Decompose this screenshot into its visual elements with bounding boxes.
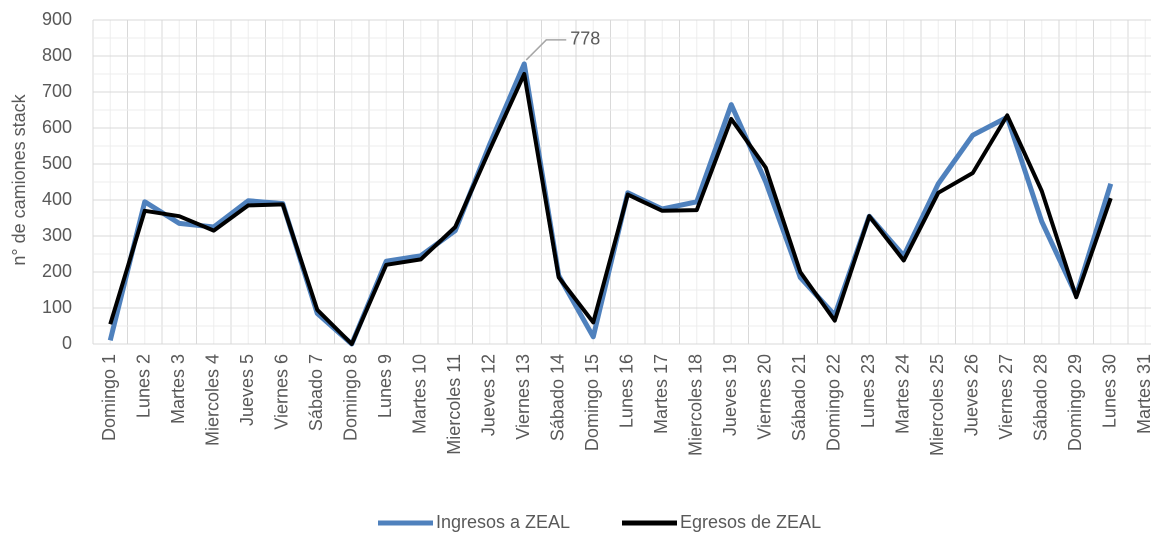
x-tick-label: Sábado 7	[306, 354, 326, 431]
x-tick-label: Domingo 15	[582, 354, 602, 451]
legend-label: Egresos de ZEAL	[680, 512, 821, 532]
x-tick-label: Lunes 23	[858, 354, 878, 428]
y-axis-label: n° de camiones stack	[9, 93, 29, 265]
x-tick-label: Lunes 16	[617, 354, 637, 428]
x-tick-label: Viernes 20	[755, 354, 775, 440]
x-tick-label: Martes 31	[1134, 354, 1151, 434]
x-tick-label: Lunes 30	[1100, 354, 1120, 428]
x-tick-label: Lunes 2	[134, 354, 154, 418]
x-tick-label: Sábado 21	[789, 354, 809, 441]
series-line	[108, 72, 1113, 346]
x-tick-label: Jueves 26	[962, 354, 982, 436]
x-tick-label: Sábado 28	[1031, 354, 1051, 441]
x-tick-label: Miercoles 11	[444, 354, 464, 455]
x-tick-label: Miercoles 18	[686, 354, 706, 456]
x-tick-label: Viernes 13	[513, 354, 533, 440]
y-tick-label: 800	[42, 45, 72, 65]
y-tick-label: 700	[42, 81, 72, 101]
y-tick-label: 300	[42, 225, 72, 245]
label-leader	[525, 39, 567, 61]
x-tick-label: Jueves 19	[720, 354, 740, 436]
x-tick-label: Viernes 27	[996, 354, 1016, 440]
x-tick-label: Martes 10	[410, 354, 430, 434]
y-tick-label: 100	[42, 297, 72, 317]
x-tick-label: Lunes 9	[375, 354, 395, 418]
x-tick-label: Domingo 1	[99, 354, 119, 441]
x-tick-label: Sábado 14	[548, 354, 568, 441]
data-label: 778	[570, 29, 600, 49]
x-tick-label: Jueves 5	[237, 354, 257, 426]
x-tick-label: Domingo 8	[341, 354, 361, 441]
x-tick-label: Miercoles 25	[927, 354, 947, 456]
x-tick-label: Martes 24	[893, 354, 913, 434]
x-tick-label: Domingo 29	[1065, 354, 1085, 451]
grid	[92, 19, 1151, 345]
x-tick-label: Viernes 6	[272, 354, 292, 430]
y-tick-label: 900	[42, 9, 72, 29]
y-tick-label: 600	[42, 117, 72, 137]
y-tick-label: 500	[42, 153, 72, 173]
legend-label: Ingresos a ZEAL	[436, 512, 570, 532]
x-tick-label: Martes 3	[168, 354, 188, 424]
x-tick-label: Miercoles 4	[203, 354, 223, 446]
y-tick-label: 0	[62, 333, 72, 353]
x-tick-label: Jueves 12	[479, 354, 499, 436]
y-tick-label: 400	[42, 189, 72, 209]
x-tick-label: Martes 17	[651, 354, 671, 434]
y-tick-label: 200	[42, 261, 72, 281]
x-tick-label: Domingo 22	[824, 354, 844, 451]
